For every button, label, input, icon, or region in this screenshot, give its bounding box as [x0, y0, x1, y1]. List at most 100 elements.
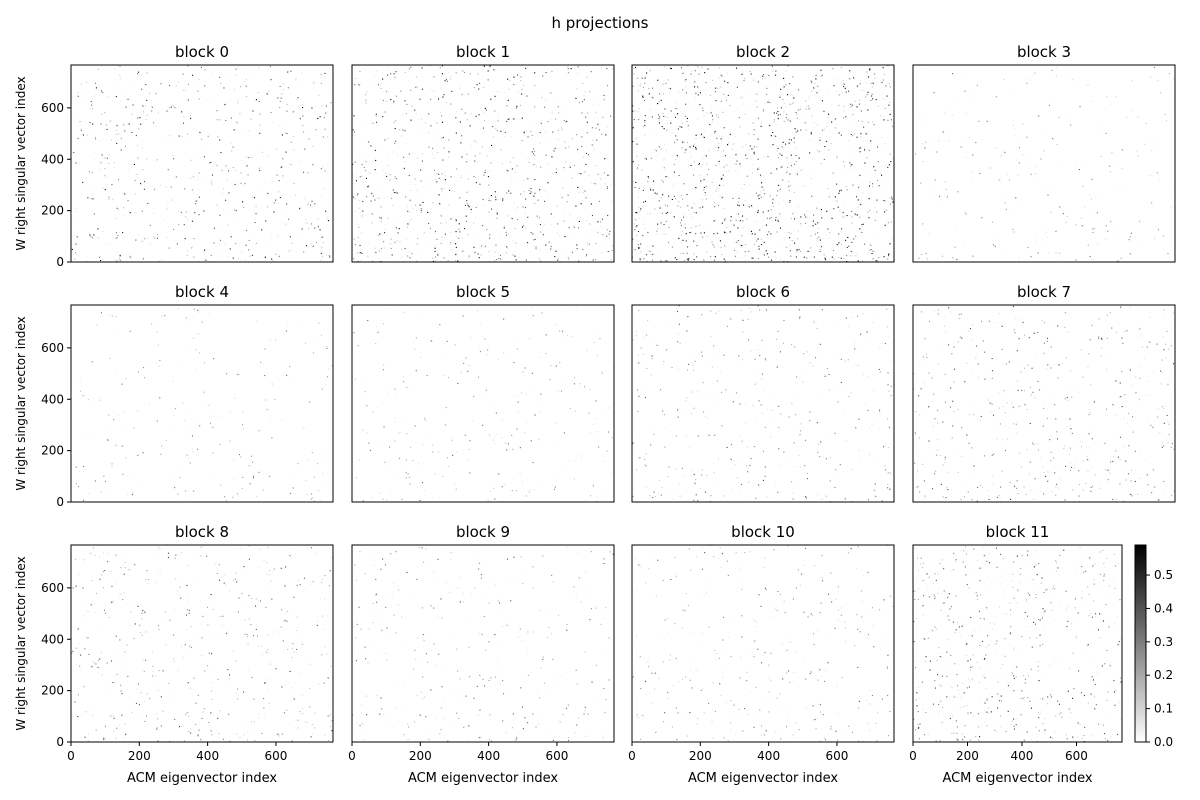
heatmap-cell	[788, 231, 790, 233]
heatmap-cell	[807, 260, 809, 262]
heatmap-cell	[567, 72, 569, 74]
heatmap-cell	[387, 138, 389, 140]
heatmap-cell	[877, 161, 879, 163]
heatmap-cell	[432, 202, 434, 204]
heatmap-cell	[804, 217, 806, 219]
heatmap-cell	[1055, 252, 1057, 254]
heatmap-cell	[421, 444, 423, 446]
heatmap-cell	[1018, 162, 1020, 164]
heatmap-cell	[653, 250, 655, 252]
heatmap-cell	[302, 125, 304, 127]
heatmap-cell	[270, 79, 272, 81]
heatmap-cell	[637, 77, 639, 79]
heatmap-cell	[1117, 260, 1119, 262]
heatmap-cell	[97, 228, 99, 230]
heatmap-cell	[414, 178, 416, 180]
heatmap-cell	[866, 71, 868, 73]
heatmap-cell	[787, 166, 789, 168]
heatmap-cell	[383, 196, 385, 198]
heatmap-cell	[547, 193, 549, 195]
heatmap-cell	[1032, 74, 1034, 76]
heatmap-cell	[390, 247, 392, 249]
heatmap-cell	[648, 373, 650, 375]
heatmap-cell	[593, 104, 595, 106]
heatmap-cell	[229, 248, 231, 250]
heatmap-cell	[826, 91, 828, 93]
heatmap-cell	[839, 99, 841, 101]
heatmap-cell	[447, 166, 449, 168]
heatmap-cell	[415, 337, 417, 339]
heatmap-cell	[644, 115, 646, 117]
heatmap-cell	[415, 86, 417, 88]
heatmap-cell	[1083, 165, 1085, 167]
heatmap-cell	[735, 392, 737, 394]
heatmap-cell	[810, 133, 812, 135]
heatmap-cell	[606, 450, 608, 452]
heatmap-cell	[281, 166, 283, 168]
heatmap-cell	[174, 482, 176, 484]
heatmap-cell	[945, 188, 947, 190]
heatmap-cell	[660, 246, 662, 248]
heatmap-cell	[401, 135, 403, 137]
heatmap-cell	[294, 493, 296, 495]
heatmap-cell	[765, 250, 767, 252]
heatmap-cell	[677, 341, 679, 343]
heatmap-cell	[394, 230, 396, 232]
heatmap-cell	[1011, 94, 1013, 96]
heatmap-cell	[167, 336, 169, 338]
heatmap-cell	[717, 204, 719, 206]
heatmap-cell	[546, 428, 548, 430]
heatmap-cell	[678, 201, 680, 203]
heatmap-cell	[387, 391, 389, 393]
heatmap-cell	[651, 259, 653, 261]
heatmap-cell	[204, 258, 206, 260]
heatmap-cell	[757, 158, 759, 160]
heatmap-cell	[845, 186, 847, 188]
heatmap-cell	[760, 122, 762, 124]
heatmap-cell	[720, 178, 722, 180]
heatmap-cell	[636, 246, 638, 248]
heatmap-cell	[775, 74, 777, 76]
heatmap-cell	[434, 245, 436, 247]
heatmap-cell	[697, 435, 699, 437]
heatmap-cell	[1092, 101, 1094, 103]
heatmap-cell	[692, 110, 694, 112]
heatmap-cell	[166, 237, 168, 239]
heatmap-cell	[1143, 260, 1145, 262]
heatmap-cell	[704, 72, 706, 74]
heatmap-cell	[534, 107, 536, 109]
heatmap-cell	[726, 232, 728, 234]
heatmap-cell	[527, 216, 529, 218]
heatmap-cell	[836, 431, 838, 433]
heatmap-cell	[286, 103, 288, 105]
heatmap-cell	[817, 451, 819, 453]
heatmap-cell	[699, 104, 701, 106]
heatmap-cell	[509, 206, 511, 208]
heatmap-cell	[470, 337, 472, 339]
heatmap-cell	[809, 420, 811, 422]
heatmap-cell	[79, 377, 81, 379]
heatmap-cell	[428, 247, 430, 249]
heatmap-cell	[679, 342, 681, 344]
heatmap-cell	[513, 201, 515, 203]
heatmap-cell	[664, 427, 666, 429]
heatmap-cell	[115, 238, 117, 240]
heatmap-cell	[371, 222, 373, 224]
heatmap-cell	[270, 236, 272, 238]
heatmap-cell	[765, 172, 767, 174]
heatmap-cell	[695, 233, 697, 235]
heatmap-cell	[452, 113, 454, 115]
heatmap-cell	[577, 66, 579, 68]
heatmap-cell	[1100, 127, 1102, 129]
heatmap-cell	[154, 238, 156, 240]
heatmap-cell	[455, 220, 457, 222]
heatmap-cell	[260, 410, 262, 412]
heatmap-cell	[717, 366, 719, 368]
heatmap-cell	[678, 305, 680, 307]
heatmap-cell	[108, 175, 110, 177]
heatmap-cell	[865, 206, 867, 208]
heatmap-cell	[319, 500, 321, 502]
heatmap-cell	[879, 256, 881, 258]
heatmap-cell	[1121, 168, 1123, 170]
heatmap-cell	[867, 346, 869, 348]
